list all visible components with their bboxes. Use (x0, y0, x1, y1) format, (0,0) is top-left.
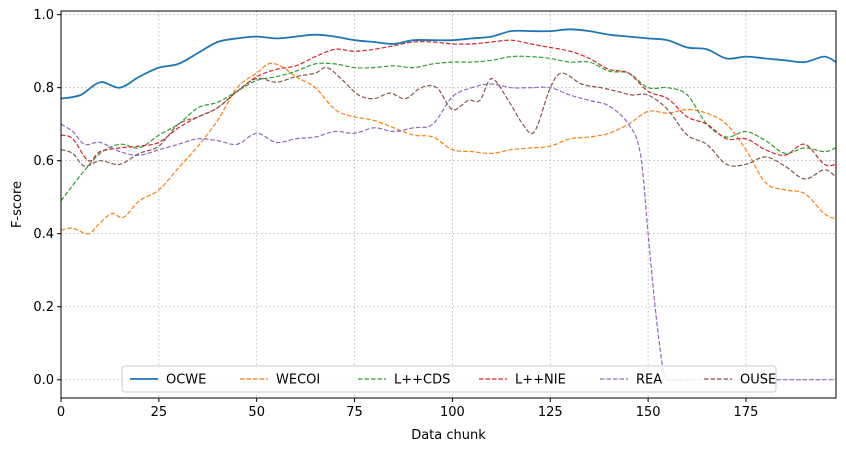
legend-label: OUSE (740, 373, 776, 388)
x-tick-label: 175 (734, 405, 759, 420)
legend-label: OCWE (166, 373, 206, 388)
y-tick-label: 0.8 (33, 81, 54, 96)
series-line-ocwe (60, 28, 837, 100)
x-tick-label: 100 (440, 405, 465, 420)
series-lines (60, 28, 837, 381)
legend-label: L++CDS (394, 373, 450, 388)
series-line-rea (60, 83, 836, 381)
legend: OCWE WECOI L++CDS L++NIE REA OUSE (121, 365, 777, 393)
x-tick-label: 150 (636, 405, 661, 420)
series-line-ouse (60, 66, 837, 180)
series-line-wecoi (60, 62, 837, 235)
y-axis-label: F-score (10, 181, 25, 228)
legend-box (121, 365, 777, 393)
x-tick-label: 25 (151, 405, 168, 420)
x-axis-label: Data chunk (411, 428, 486, 443)
x-tick-label: 75 (346, 405, 363, 420)
y-tick-label: 0.2 (33, 300, 54, 315)
y-tick-label: 0.4 (33, 227, 54, 242)
legend-label: WECOI (276, 373, 320, 388)
x-tick-label: 50 (248, 405, 265, 420)
plot-frame (60, 10, 837, 399)
axis-ticks: 0 25 50 75 100 125 150 175 0.0 0.2 0.4 0.6 0.8 1.0 (33, 8, 758, 420)
x-tick-label: 0 (57, 405, 65, 420)
series-line-l-cds (60, 55, 837, 202)
legend-label: REA (636, 373, 662, 388)
y-tick-label: 1.0 (33, 8, 54, 23)
legend-label: L++NIE (515, 373, 566, 388)
y-tick-label: 0.0 (33, 373, 54, 388)
series-line-l-nie (60, 39, 837, 167)
x-tick-label: 125 (538, 405, 563, 420)
y-tick-label: 0.6 (33, 154, 54, 169)
